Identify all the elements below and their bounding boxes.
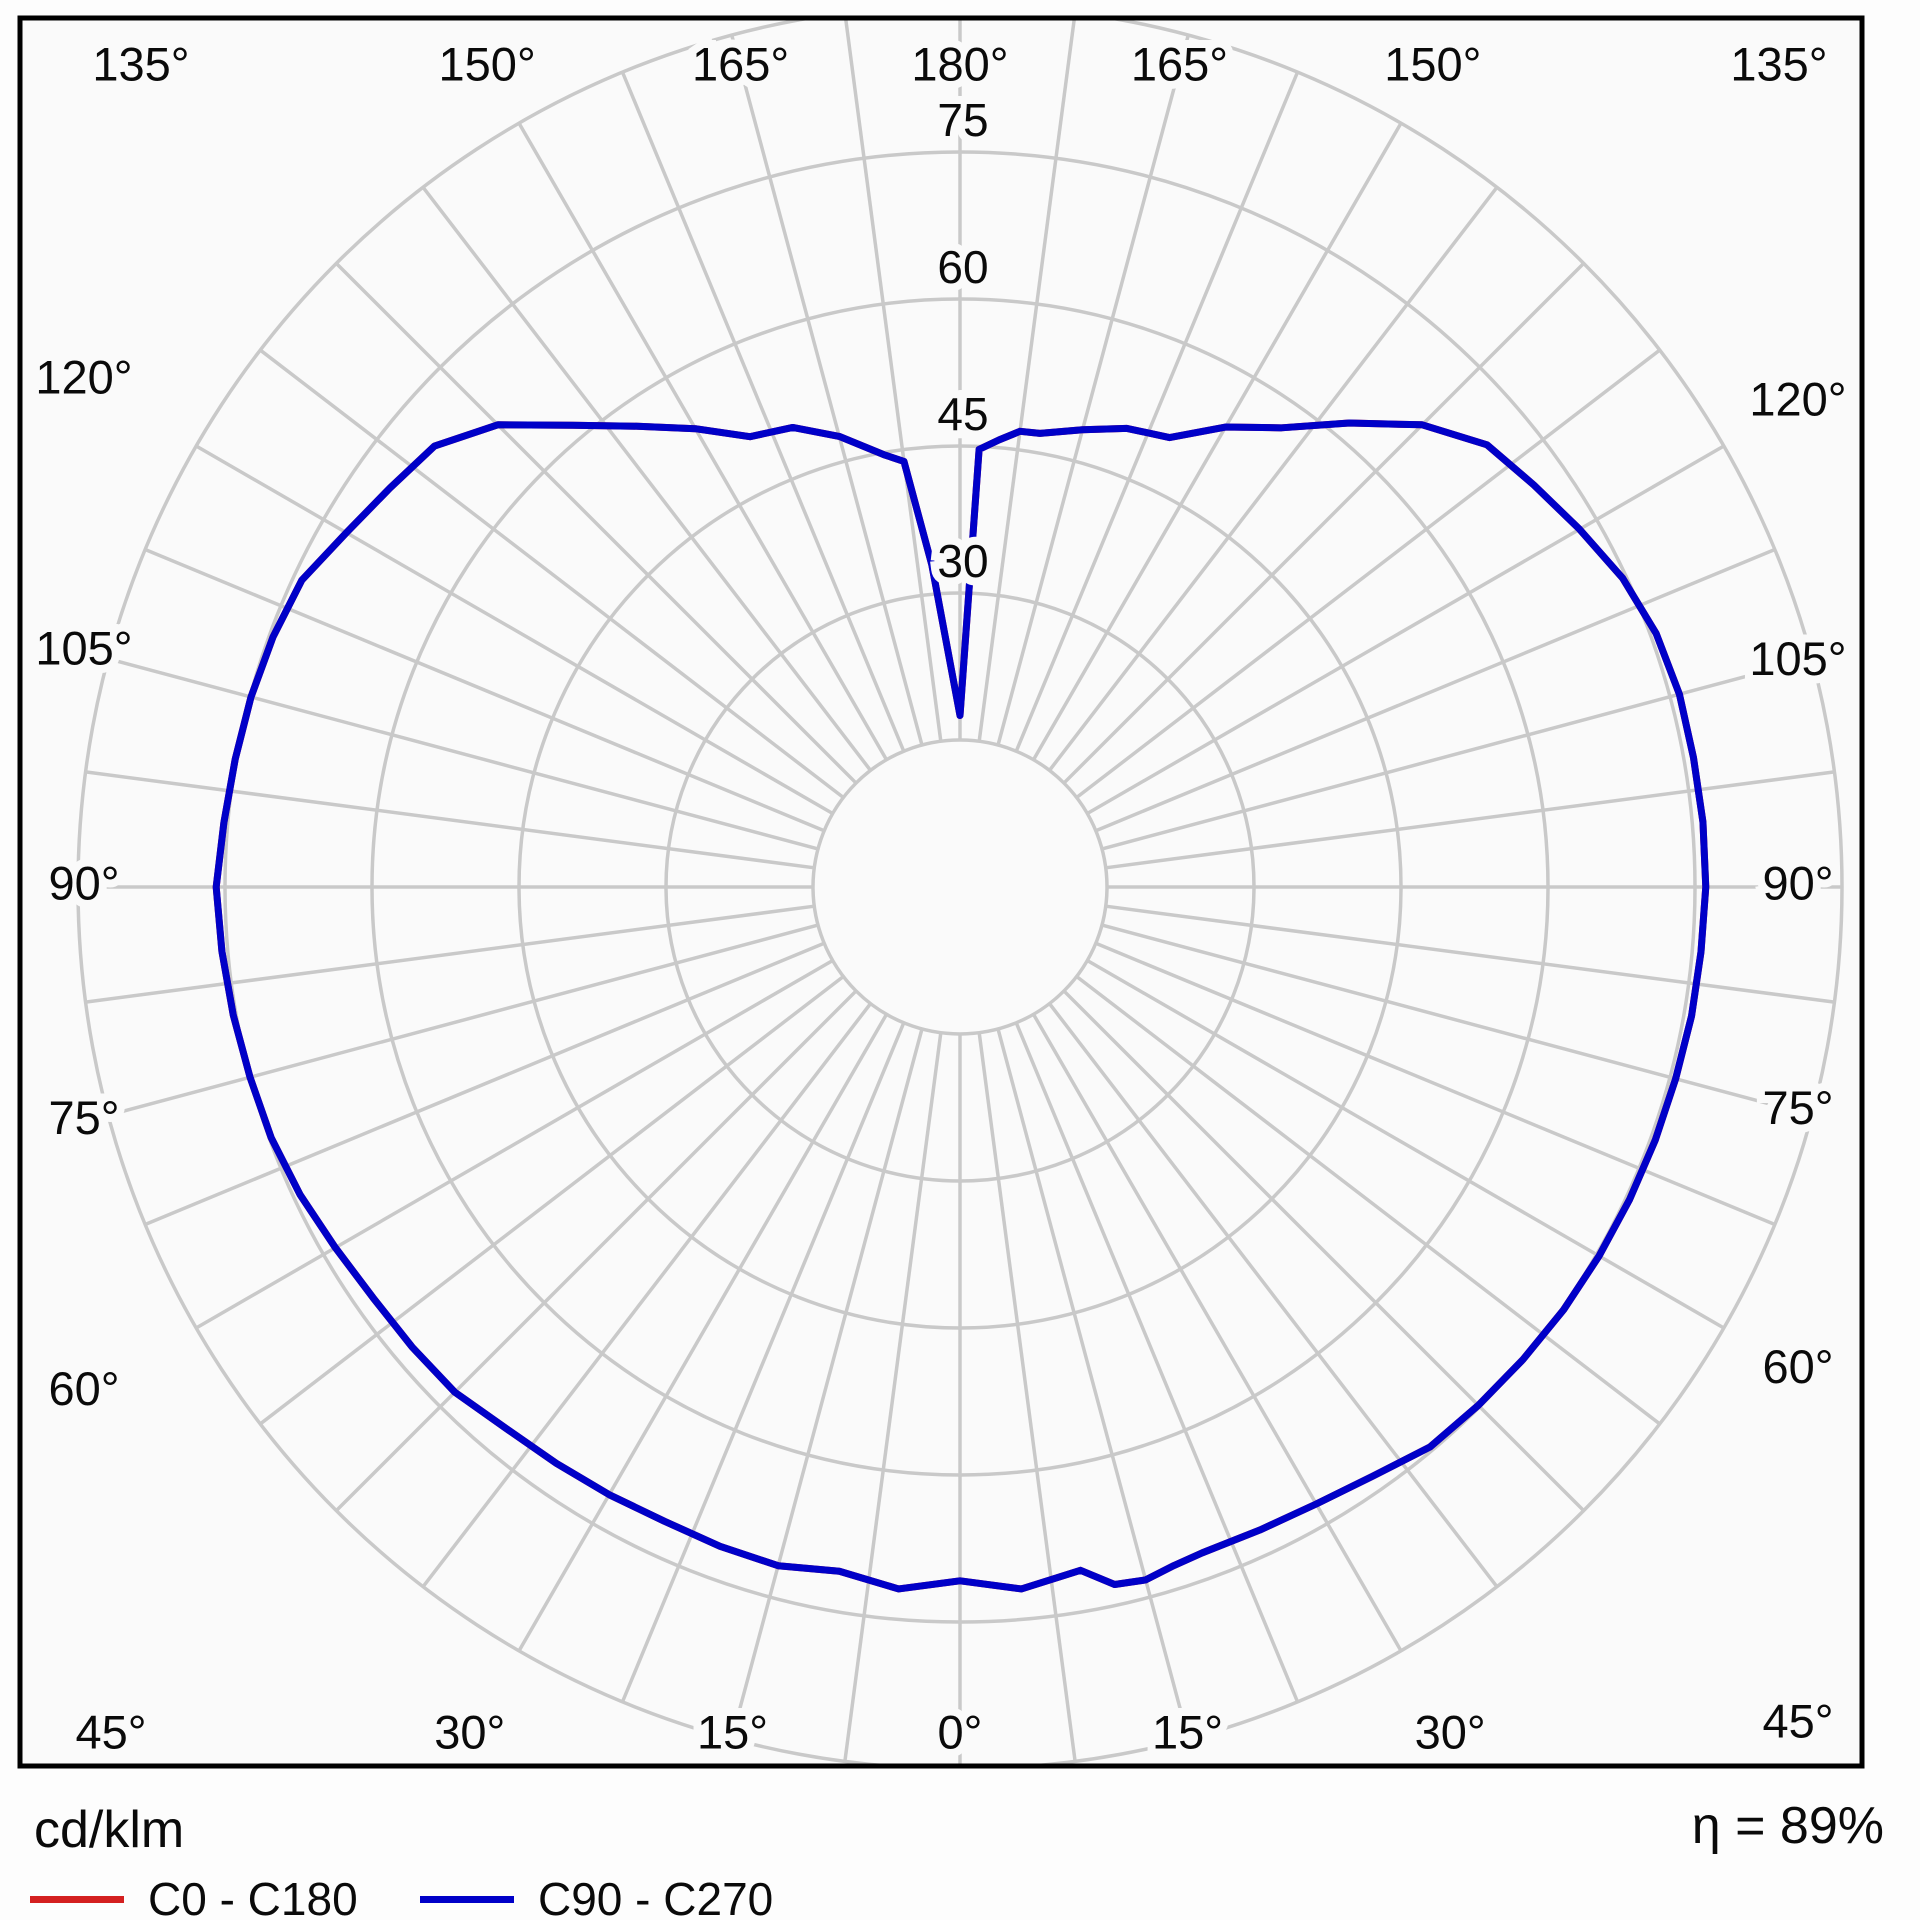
angle-label-165-right: 165° [1131,37,1228,90]
angle-label-180-right: 180° [911,37,1008,90]
angle-label-15-right: 15° [1152,1705,1223,1758]
legend-label-c90-c270: C90 - C270 [538,1873,774,1920]
grid-spoke [259,348,845,799]
radial-label-60: 60 [937,241,988,293]
radial-label-75: 75 [937,94,988,146]
grid-spoke [1048,1002,1499,1588]
angle-label-75-left: 75° [48,1091,119,1144]
grid-spoke [1086,958,1725,1330]
grid-spoke [1105,904,1835,1004]
grid-spoke [1062,262,1585,785]
legend-label-c0-c180: C0 - C180 [148,1873,358,1920]
grid-spoke [730,34,924,746]
angle-label-105-left: 105° [35,622,132,675]
angle-label-135-left: 135° [92,37,189,90]
grid-spoke [843,18,943,742]
angle-label-165-left: 165° [692,37,789,90]
angle-label-30-left: 30° [434,1705,505,1758]
legend-item-c0-c180: C0 - C180 [30,1872,358,1920]
grid-spoke [1014,1022,1300,1703]
angle-label-15-left: 15° [697,1705,768,1758]
grid-spoke [259,975,845,1426]
angle-label-150-left: 150° [439,37,536,90]
angle-label-0-right: 0° [938,1705,983,1758]
angle-label-120-right: 120° [1749,373,1846,426]
grid-spoke [620,71,906,752]
legend-swatch-red-icon [30,1895,124,1903]
grid-spoke [1031,122,1403,761]
grid-spoke [1095,547,1776,833]
grid-spoke [1086,444,1725,816]
grid-spoke [144,547,825,833]
grid-spoke [843,1032,943,1762]
angle-label-150-right: 150° [1384,37,1481,90]
grid-spoke [1031,1013,1403,1652]
grid-spoke [1014,71,1300,752]
curve-c90-c270 [212,419,1710,1593]
grid-spoke [421,186,872,772]
legend-swatch-blue-icon [420,1895,514,1903]
angle-label-90-left: 90° [48,856,119,909]
grid-spoke [421,1002,872,1588]
grid-spoke [107,923,819,1117]
grid-spoke [195,958,834,1330]
angle-label-30-right: 30° [1415,1705,1486,1758]
grid-spoke [730,1028,924,1740]
angle-label-45-left: 45° [75,1705,146,1758]
grid-spoke [1075,975,1661,1426]
grid-spoke [195,444,834,816]
grid-spoke [1105,770,1835,870]
grid-spoke [85,770,815,870]
efficiency-label: η = 89% [1691,1797,1884,1855]
grid-spoke [996,34,1190,746]
grid-spoke [1101,923,1813,1117]
grid-spoke [1075,348,1661,799]
grid-spoke [85,904,815,1004]
angle-label-135-right: 135° [1730,37,1827,90]
grid-spoke [107,657,819,851]
polar-grid [76,18,1844,1766]
grid-spoke [620,1022,906,1703]
grid-spoke [1062,989,1585,1512]
grid-spoke [144,941,825,1227]
legend-item-c90-c270: C90 - C270 [420,1872,773,1920]
grid-spoke [335,989,858,1512]
radial-label-45: 45 [937,388,988,440]
grid-spoke [1101,657,1813,851]
angle-label-60-left: 60° [48,1362,119,1415]
grid-spoke [977,18,1077,742]
plot-border [17,15,1865,1769]
curves-layer [212,419,1710,1593]
grid-spoke [517,1013,889,1652]
grid-spoke [335,262,858,785]
angle-label-45-right: 45° [1762,1694,1833,1747]
grid-spoke [996,1028,1190,1740]
grid-spoke [1048,186,1499,772]
grid-spoke [1095,941,1776,1227]
grid-spoke [517,122,889,761]
angle-label-105-right: 105° [1749,632,1846,685]
angle-label-75-right: 75° [1762,1081,1833,1134]
angle-label-60-right: 60° [1762,1340,1833,1393]
units-label: cd/klm [34,1801,185,1859]
angle-label-90-right: 90° [1762,856,1833,909]
angle-label-120-left: 120° [35,351,132,404]
radial-label-30: 30 [937,535,988,587]
grid-spoke [977,1032,1077,1762]
